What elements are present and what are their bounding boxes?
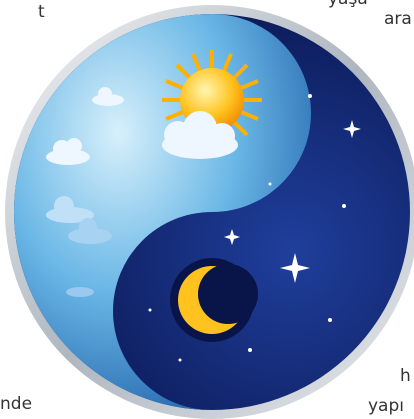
text-fragment: ara <box>384 9 412 29</box>
text-fragment: yaşa <box>328 0 368 9</box>
text-fragment: h <box>400 366 411 386</box>
text-fragment: nde <box>0 394 32 414</box>
yin-yang-illustration <box>0 0 414 419</box>
page: t yaşa ara nde h yapı <box>0 0 414 419</box>
text-fragment: t <box>38 2 45 22</box>
text-fragment: yapı <box>368 396 404 416</box>
